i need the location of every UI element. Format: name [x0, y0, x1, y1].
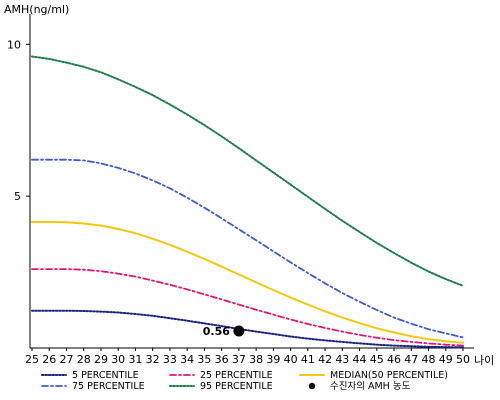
x-tick-label: 25 [25, 353, 39, 366]
legend-marker-label: 수진자의 AMH 농도 [330, 381, 411, 392]
legend-entry-label: 25 PERCENTILE [200, 370, 273, 381]
x-tick-label: 40 [284, 353, 298, 366]
x-axis-label: 나이 [474, 354, 494, 367]
x-tick-label: 39 [266, 353, 280, 366]
series-lines [31, 55, 464, 349]
x-tick-label: 27 [59, 353, 73, 366]
legend-entry-label: MEDIAN(50 PERCENTILE) [330, 370, 448, 381]
series-line-median-50-percentile [31, 221, 464, 344]
series-line-5-percentile [31, 309, 464, 349]
patient-amh-marker [233, 325, 245, 337]
x-ticks: 25 26 27 28 29 30 31 32 33 34 35 36 37 38 39 40 41 42 43 44… [25, 348, 470, 366]
x-tick-label: 43 [335, 353, 349, 366]
x-tick-label: 44 [353, 353, 367, 366]
x-tick-label: 32 [146, 353, 160, 366]
x-tick-label: 41 [301, 353, 315, 366]
x-tick-label: 46 [387, 353, 401, 366]
y-tick-label: 5 [14, 190, 21, 203]
patient-marker-group: 0.56 [203, 325, 245, 338]
legend-entry-label: 95 PERCENTILE [200, 381, 273, 392]
y-tick-label: 10 [7, 38, 21, 51]
x-tick-label: 48 [422, 353, 436, 366]
legend-entry-label: 75 PERCENTILE [72, 381, 145, 392]
axes: AMH(ng/ml) 나이 [4, 3, 494, 367]
x-tick-label: 38 [249, 353, 263, 366]
x-tick-label: 49 [439, 353, 453, 366]
x-tick-label: 30 [111, 353, 125, 366]
x-tick-label: 31 [128, 353, 142, 366]
patient-amh-value-label: 0.56 [203, 325, 230, 338]
x-tick-label: 47 [404, 353, 418, 366]
x-tick-label: 42 [318, 353, 332, 366]
x-tick-label: 33 [163, 353, 177, 366]
x-tick-label: 50 [456, 353, 470, 366]
x-tick-label: 28 [77, 353, 91, 366]
x-tick-label: 36 [215, 353, 229, 366]
x-tick-label: 37 [232, 353, 246, 366]
legend-entry-label: 5 PERCENTILE [72, 370, 139, 381]
x-tick-label: 26 [42, 353, 56, 366]
series-line-25-percentile [31, 268, 464, 347]
series-line-75-percentile [31, 158, 464, 339]
x-tick-label: 29 [94, 353, 108, 366]
x-tick-label: 45 [370, 353, 384, 366]
x-tick-label: 35 [197, 353, 211, 366]
series-line-95-percentile [31, 55, 464, 287]
y-axis-label: AMH(ng/ml) [4, 3, 69, 16]
legend-marker-swatch [308, 382, 316, 390]
x-tick-label: 34 [180, 353, 194, 366]
y-ticks: 5 10 [7, 38, 30, 203]
legend: 5 PERCENTILE 25 PERCENTILE MEDIAN(50 PERCE… [41, 370, 448, 392]
